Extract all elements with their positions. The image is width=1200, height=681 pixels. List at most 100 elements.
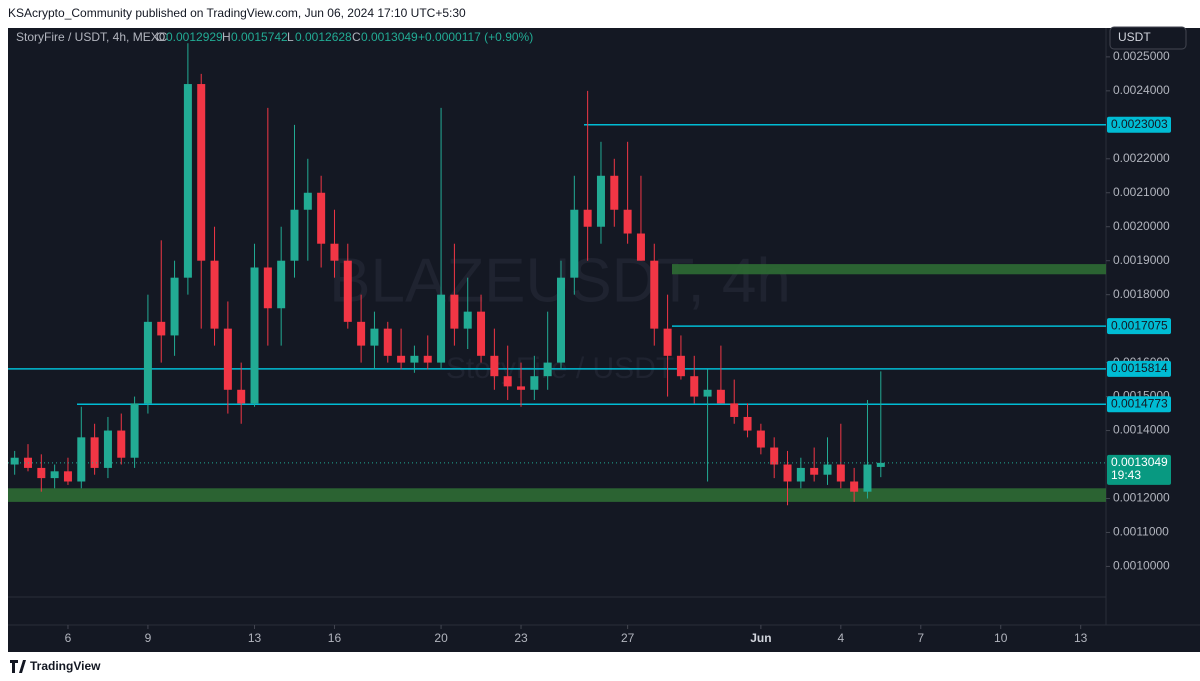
legend-l: L [287,30,294,44]
x-tick-label: 6 [65,631,72,645]
level-label: 0.0017075 [1111,318,1168,332]
candle-body [303,192,312,210]
candle-body [277,260,286,309]
candle-body [410,355,419,363]
candle-body [290,209,299,261]
legend-change: +0.0000117 (+0.90%) [418,30,533,44]
candle-body [703,389,712,397]
candle-body [90,437,99,468]
level-box [1107,360,1171,377]
candle-body [210,260,219,329]
candle-body [157,321,166,336]
candle-body [10,457,19,465]
footer [0,652,1200,681]
candle-body [130,403,139,458]
x-tick-label: 13 [248,631,262,645]
candle-body [517,386,526,390]
candle-body [490,355,499,377]
candle-body [596,175,605,227]
candle-body [197,84,206,261]
candle-body [170,277,179,336]
legend-c-value: 0.0013049 [361,30,418,44]
candle-body [77,437,86,482]
publisher: KSAcrypto_Community published on Trading… [8,6,466,20]
zone [672,264,1106,275]
candle-body [810,467,819,475]
legend-o: O [156,30,165,44]
y-tick-label: 0.0012000 [1113,491,1170,505]
candle-body [716,389,725,404]
candle-body [450,294,459,329]
legend-c: C [352,30,361,44]
x-tick-label: 7 [917,631,924,645]
candle-body [863,464,872,492]
candle-body [63,471,72,482]
candle-body [437,294,446,363]
y-tick-label: 0.0021000 [1113,185,1170,199]
candle-body [690,376,699,397]
candle-body [650,260,659,329]
candle-body [23,457,32,468]
candle-body [330,243,339,261]
level-label: 0.0015814 [1111,361,1168,375]
x-tick-label: 13 [1074,631,1088,645]
x-tick-label: 20 [434,631,448,645]
legend-o-value: 0.0012929 [166,30,223,44]
candle-body [796,467,805,482]
candle-body [397,355,406,363]
legend-h-value: 0.0015742 [231,30,288,44]
last-price-box [1107,454,1171,485]
candle-body [636,233,645,261]
symbol: StoryFire / USDT, 4h, MEXC [16,30,168,44]
x-tick-label: Jun [750,631,771,645]
x-tick-label: 4 [837,631,844,645]
candle-body [570,209,579,278]
x-tick-label: 27 [621,631,635,645]
y-tick-label: 0.0011000 [1113,525,1169,539]
candle-body [103,430,112,468]
level-box [1107,318,1171,335]
y-tick-label: 0.0022000 [1113,151,1170,165]
candle-body [623,209,632,234]
candle-body [783,464,792,482]
candle-body [423,355,432,363]
y-tick-label: 0.0025000 [1113,49,1170,63]
brand: TradingView [30,659,101,673]
candle-body [610,175,619,210]
candle-body [503,376,512,387]
candle-body [876,462,885,467]
candle-body [383,328,392,356]
x-tick-label: 16 [328,631,342,645]
currency[interactable]: USDT [1118,30,1151,44]
candle-body [663,328,672,356]
candle-body [317,192,326,244]
candle-body [756,430,765,448]
chart-area [8,28,1200,652]
brand-logo [10,660,26,673]
y-tick-label: 0.0024000 [1113,83,1170,97]
candle-body [263,267,272,309]
candle-body [836,464,845,482]
last-price-label: 0.0013049 [1111,455,1168,469]
candle-body [370,328,379,346]
candle-body [530,376,539,390]
candle-body [583,209,592,227]
legend-h: H [222,30,231,44]
y-tick-label: 0.0014000 [1113,423,1170,437]
candle-body [250,267,259,404]
candle-body [543,362,552,377]
x-tick-label: 10 [994,631,1008,645]
zone [8,488,1106,502]
candle-body [850,481,859,492]
level-box [1107,396,1171,413]
level-label: 0.0014773 [1111,396,1168,410]
level-box [1107,116,1171,133]
candle-body [770,447,779,465]
legend-l-value: 0.0012628 [295,30,352,44]
x-tick-label: 9 [145,631,152,645]
currency-button[interactable] [1109,26,1187,50]
candle-body [556,277,565,363]
y-tick-label: 0.0018000 [1113,287,1170,301]
candle-body [730,403,739,417]
countdown: 19:43 [1111,468,1141,482]
